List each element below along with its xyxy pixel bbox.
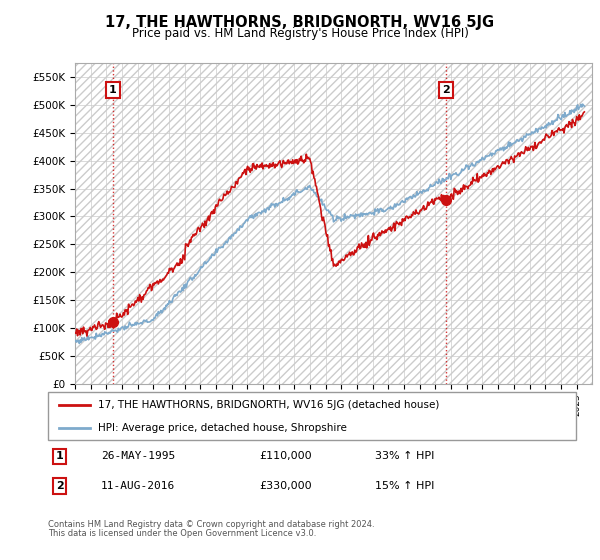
Text: £330,000: £330,000 — [259, 481, 312, 491]
Text: This data is licensed under the Open Government Licence v3.0.: This data is licensed under the Open Gov… — [48, 529, 316, 538]
Text: 15% ↑ HPI: 15% ↑ HPI — [376, 481, 435, 491]
Text: 17, THE HAWTHORNS, BRIDGNORTH, WV16 5JG (detached house): 17, THE HAWTHORNS, BRIDGNORTH, WV16 5JG … — [98, 400, 440, 410]
Text: 1: 1 — [56, 451, 64, 461]
Text: 11-AUG-2016: 11-AUG-2016 — [101, 481, 175, 491]
Text: £110,000: £110,000 — [259, 451, 312, 461]
Text: 17, THE HAWTHORNS, BRIDGNORTH, WV16 5JG: 17, THE HAWTHORNS, BRIDGNORTH, WV16 5JG — [106, 15, 494, 30]
Text: 2: 2 — [56, 481, 64, 491]
Text: HPI: Average price, detached house, Shropshire: HPI: Average price, detached house, Shro… — [98, 423, 347, 433]
Text: 1: 1 — [109, 85, 117, 95]
Text: Price paid vs. HM Land Registry's House Price Index (HPI): Price paid vs. HM Land Registry's House … — [131, 27, 469, 40]
Text: 33% ↑ HPI: 33% ↑ HPI — [376, 451, 435, 461]
Text: 26-MAY-1995: 26-MAY-1995 — [101, 451, 175, 461]
FancyBboxPatch shape — [48, 392, 576, 440]
Text: Contains HM Land Registry data © Crown copyright and database right 2024.: Contains HM Land Registry data © Crown c… — [48, 520, 374, 529]
Text: 2: 2 — [442, 85, 450, 95]
